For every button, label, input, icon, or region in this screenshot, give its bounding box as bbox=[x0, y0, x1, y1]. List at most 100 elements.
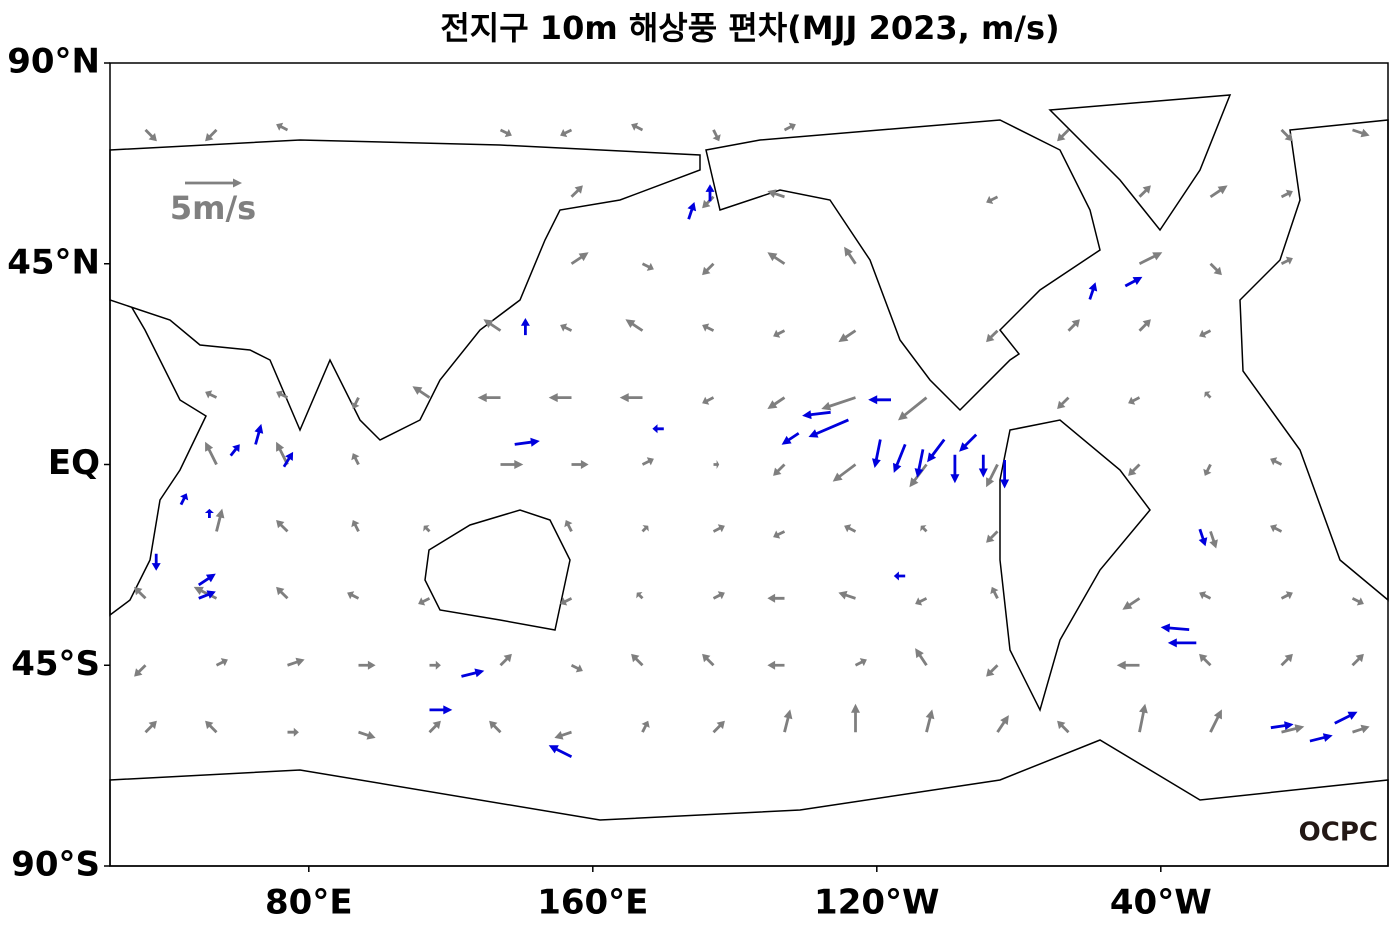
highlight-arrow bbox=[950, 454, 960, 484]
wind-arrow bbox=[412, 386, 431, 399]
wind-arrow bbox=[1057, 128, 1070, 142]
title: 전지구 10m 해상풍 편차(MJJ 2023, m/s) bbox=[440, 9, 1059, 47]
highlight-arrow bbox=[514, 437, 540, 447]
wind-arrow bbox=[783, 122, 796, 132]
wind-arrow bbox=[767, 660, 785, 670]
wind-arrow bbox=[1057, 396, 1070, 409]
wind-arrow bbox=[499, 653, 512, 667]
wind-arrow bbox=[838, 329, 857, 343]
highlight-arrow bbox=[781, 432, 800, 445]
wind-arrow bbox=[713, 460, 720, 469]
wind-arrow bbox=[631, 122, 644, 132]
wind-arrow bbox=[1138, 319, 1151, 332]
highlight-arrow bbox=[520, 318, 530, 336]
wind-arrow bbox=[1199, 653, 1212, 667]
wind-arrow bbox=[571, 460, 589, 469]
highlight-arrow bbox=[687, 202, 697, 220]
wind-arrow bbox=[767, 593, 785, 603]
wind-arrow bbox=[418, 597, 431, 606]
wind-arrow bbox=[767, 252, 786, 265]
wind-arrow bbox=[560, 323, 573, 332]
highlight-arrow bbox=[978, 454, 988, 478]
highlight-arrow bbox=[959, 433, 978, 452]
wind-arrow bbox=[898, 396, 928, 421]
highlight-arrow bbox=[429, 705, 453, 715]
highlight-arrow bbox=[1167, 638, 1197, 648]
wind-arrow bbox=[1351, 653, 1364, 667]
highlight-arrow bbox=[1124, 276, 1143, 288]
wind-arrow bbox=[351, 453, 360, 466]
wind-arrow bbox=[1280, 189, 1293, 199]
wind-arrow bbox=[773, 463, 786, 476]
wind-arrow bbox=[1138, 703, 1148, 733]
wind-arrow bbox=[358, 660, 376, 670]
wind-arrow bbox=[702, 262, 715, 276]
wind-arrow bbox=[351, 397, 360, 409]
y-tick-label: 90°S bbox=[11, 845, 100, 885]
wind-arrow bbox=[631, 653, 644, 667]
watermark: OCPC bbox=[1299, 818, 1378, 848]
wind-arrow bbox=[205, 128, 218, 142]
highlight-arrow bbox=[652, 424, 664, 434]
wind-arrow bbox=[499, 128, 512, 138]
wind-arrow bbox=[1280, 653, 1293, 667]
wind-arrow bbox=[1057, 720, 1070, 734]
africa-east bbox=[109, 267, 207, 617]
wind-arrow bbox=[915, 597, 928, 606]
wind-arrow bbox=[205, 720, 218, 734]
wind-arrow bbox=[1352, 128, 1370, 138]
highlight-arrow bbox=[1000, 460, 1010, 489]
wind-arrow bbox=[702, 396, 715, 405]
greenland bbox=[1048, 94, 1232, 232]
highlight-arrow bbox=[914, 449, 925, 478]
highlight-arrow bbox=[1198, 528, 1208, 547]
wind-arrow bbox=[712, 524, 725, 533]
wind-arrow bbox=[215, 658, 228, 667]
highlight-arrow bbox=[282, 451, 294, 468]
wind-arrow bbox=[986, 530, 999, 543]
x-tick-label: 120°W bbox=[814, 883, 939, 923]
wind-arrow bbox=[986, 664, 999, 677]
wind-arrow bbox=[712, 591, 725, 600]
wind-arrow bbox=[548, 393, 572, 403]
wind-arrow bbox=[1209, 531, 1218, 549]
wind-arrow bbox=[641, 262, 654, 271]
wind-arrow bbox=[1116, 660, 1140, 670]
coastlines bbox=[109, 94, 1389, 867]
highlight-arrow bbox=[893, 443, 907, 473]
wind-arrow bbox=[1280, 591, 1293, 600]
highlight-arrow bbox=[1309, 733, 1333, 743]
wind-arrow bbox=[1352, 724, 1370, 734]
highlight-arrow bbox=[868, 395, 891, 405]
wind-arrow bbox=[134, 664, 147, 677]
wind-arrow bbox=[570, 252, 589, 265]
wind-arrow bbox=[619, 393, 643, 403]
wind-arrow bbox=[347, 591, 360, 600]
highlight-arrow bbox=[548, 745, 573, 758]
wind-arrow bbox=[986, 463, 999, 488]
highlight-arrow bbox=[893, 571, 906, 581]
wind-arrow bbox=[1209, 709, 1222, 733]
wind-arrow bbox=[712, 129, 721, 142]
wind-arrow bbox=[1128, 463, 1141, 476]
south-america bbox=[999, 419, 1151, 713]
wind-arrow bbox=[702, 323, 715, 332]
highlight-arrow bbox=[461, 668, 485, 678]
wind-arrow bbox=[570, 185, 583, 198]
wind-arrow bbox=[1128, 396, 1141, 405]
wind-arrow bbox=[144, 128, 157, 142]
wind-arrow bbox=[1199, 591, 1212, 600]
wind-arrow bbox=[990, 586, 999, 599]
wind-arrow bbox=[767, 189, 785, 199]
wind-arrow bbox=[1270, 457, 1283, 466]
wind-arrow bbox=[570, 664, 583, 673]
highlight-arrow bbox=[1334, 711, 1358, 725]
wind-arrow bbox=[1270, 524, 1283, 533]
wind-arrow bbox=[287, 657, 305, 667]
wind-arrow bbox=[920, 525, 928, 533]
wind-arrow bbox=[1122, 597, 1141, 610]
wind-arrow bbox=[838, 590, 856, 600]
wind-arrow bbox=[641, 457, 654, 466]
wind-arrow bbox=[276, 390, 289, 399]
